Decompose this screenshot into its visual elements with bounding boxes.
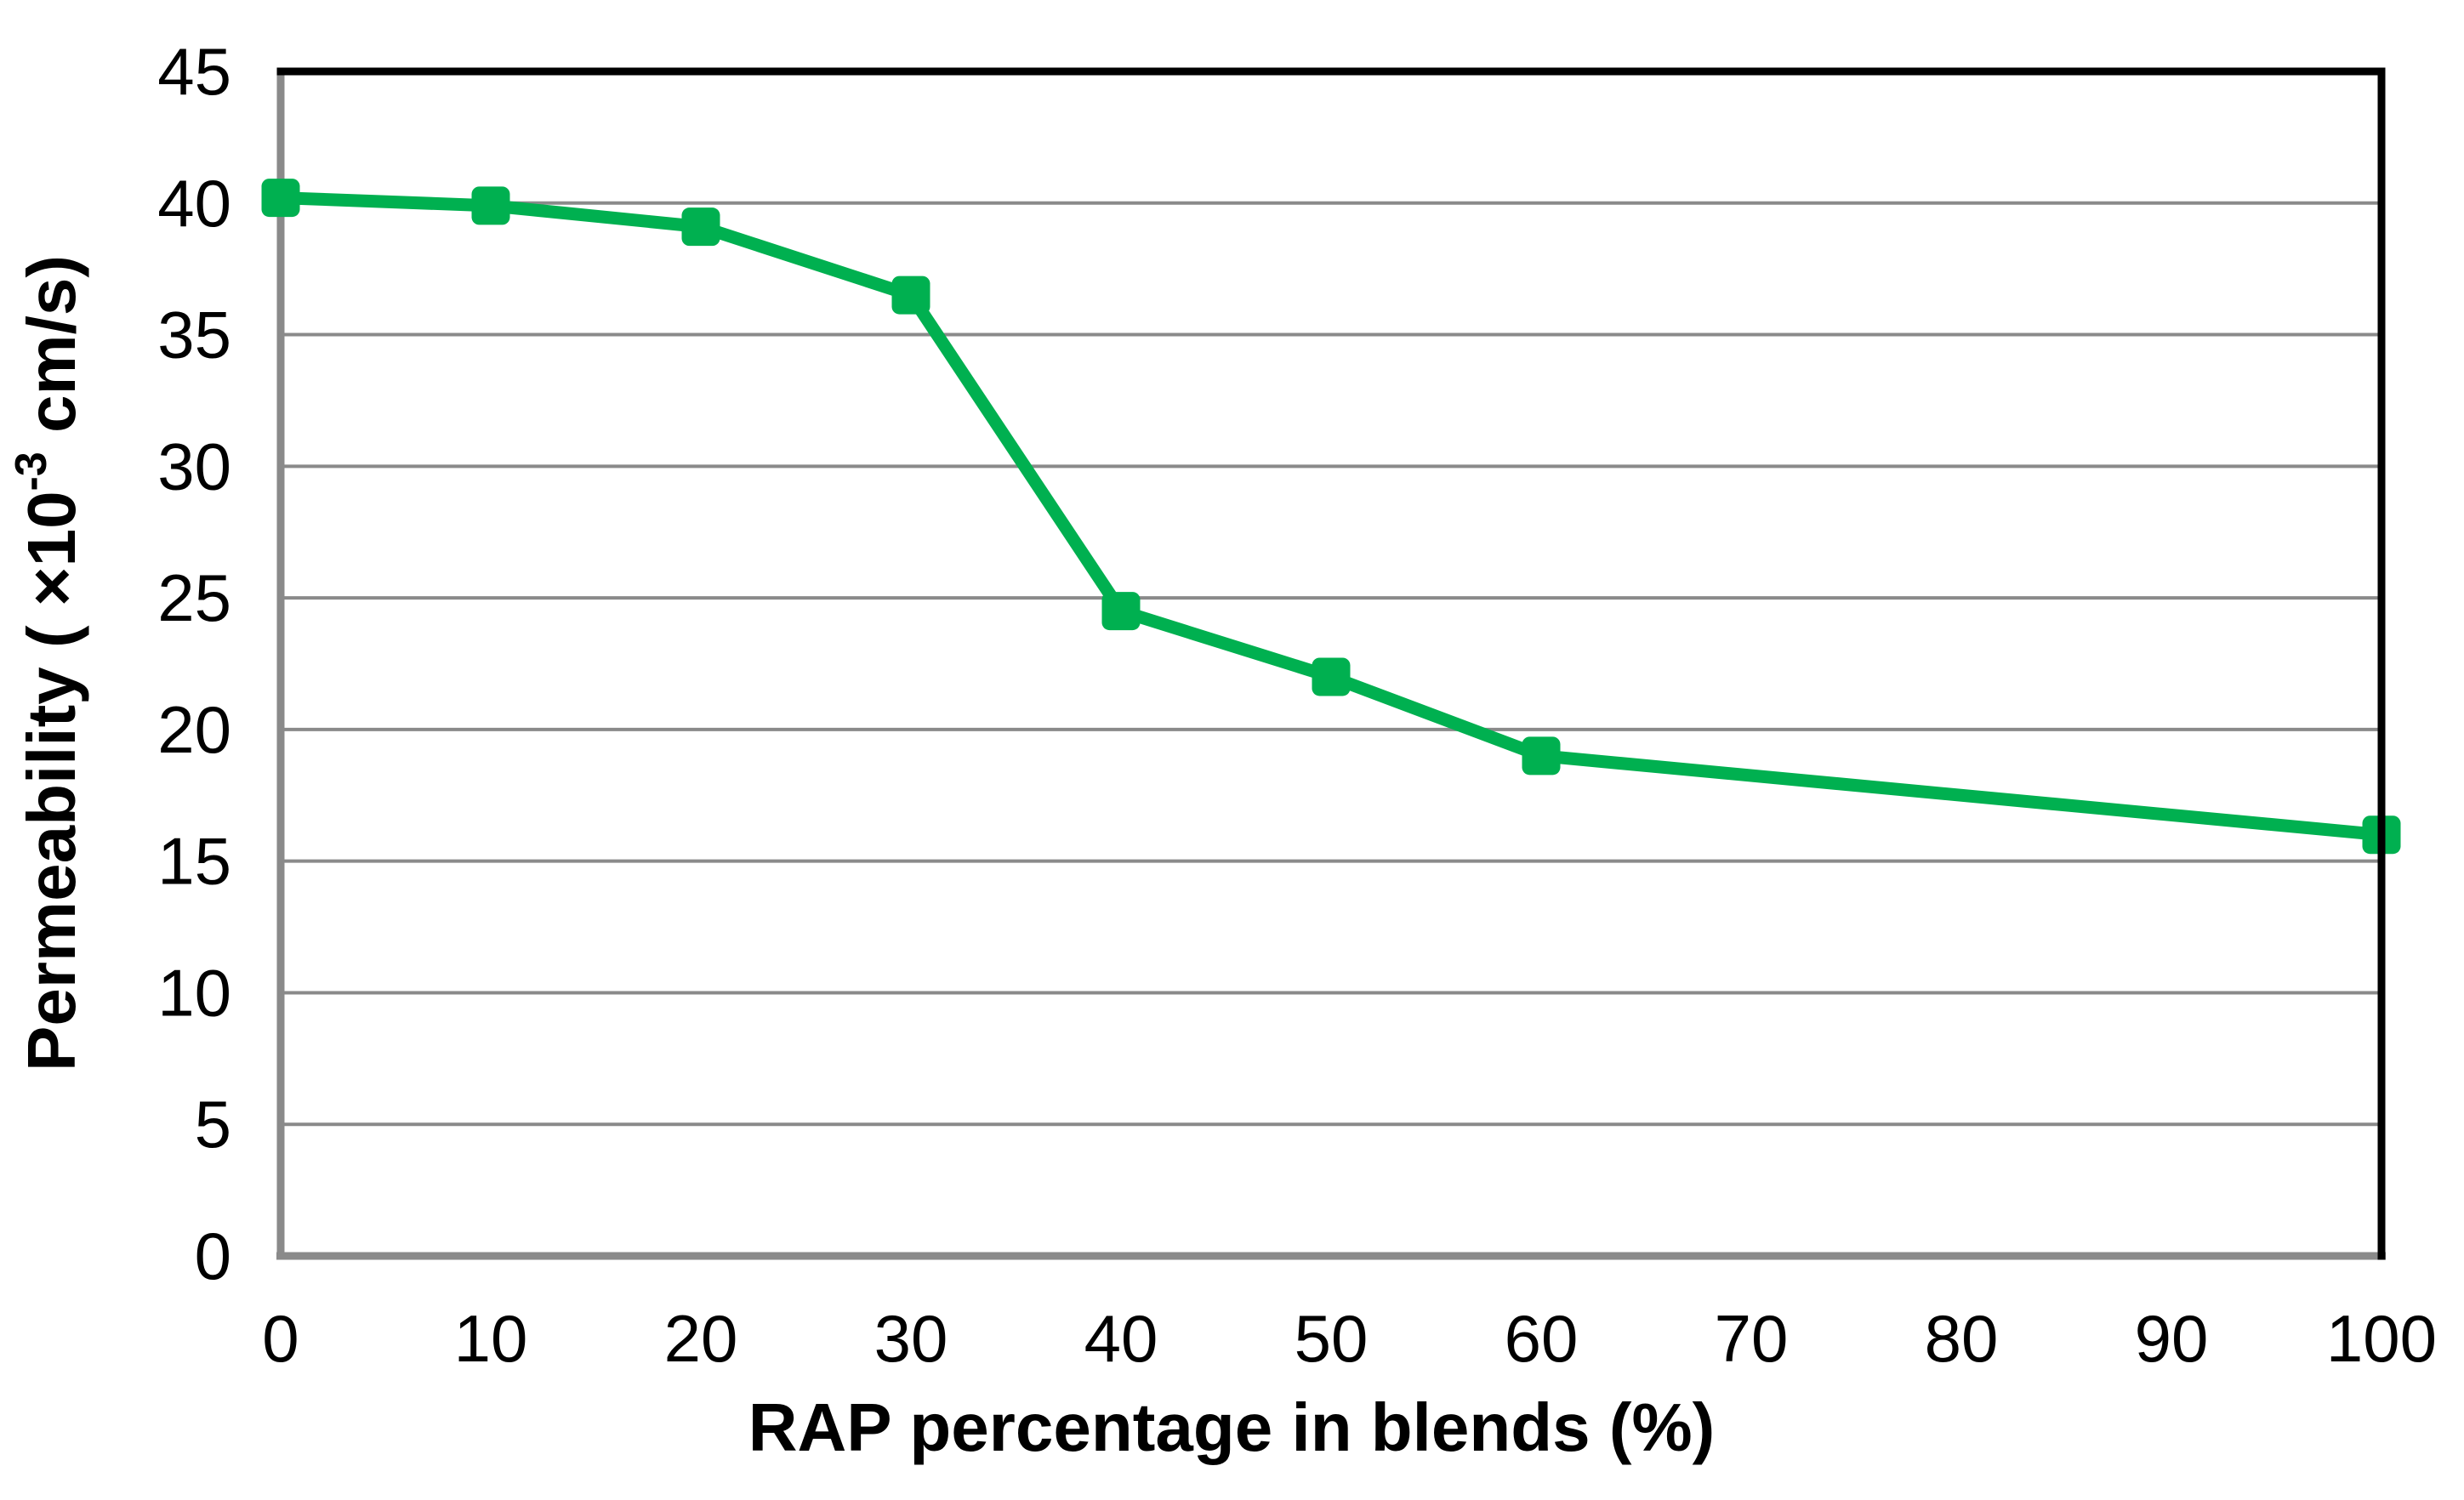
plot-borders: [276, 67, 2386, 1260]
x-axis-tick-labels: 0 10 20 30 40 50 60 70 80 90 100: [262, 1301, 2437, 1376]
x-tick-label-50: 50: [1295, 1301, 1369, 1376]
x-tick-label-0: 0: [262, 1301, 299, 1376]
data-point-10: [471, 186, 510, 225]
y-tick-label-30: 30: [157, 429, 231, 503]
x-axis-title: RAP percentage in blends (%): [748, 1389, 1716, 1465]
data-point-30: [891, 276, 930, 315]
y-tick-label-20: 20: [157, 692, 231, 767]
x-tick-label-20: 20: [664, 1301, 738, 1376]
x-tick-label-70: 70: [1715, 1301, 1789, 1376]
axis-lines: [276, 68, 2386, 1260]
x-tick-label-40: 40: [1084, 1301, 1158, 1376]
data-point-markers: [261, 179, 2401, 855]
x-tick-label-80: 80: [1925, 1301, 1999, 1376]
y-axis-title: Permeability ( ×10-3 cm/s): [7, 255, 89, 1071]
x-tick-label-60: 60: [1505, 1301, 1579, 1376]
data-point-40: [1101, 592, 1141, 631]
y-tick-label-25: 25: [157, 560, 231, 635]
data-series-permeability: [280, 191, 2382, 842]
data-point-0: [261, 179, 300, 218]
y-tick-label-45: 45: [157, 34, 231, 109]
data-point-60: [1522, 736, 1561, 776]
x-tick-label-10: 10: [454, 1301, 528, 1376]
permeability-line: [280, 191, 2382, 842]
y-tick-label-5: 5: [195, 1087, 231, 1162]
y-tick-label-0: 0: [195, 1219, 231, 1293]
data-point-20: [681, 207, 720, 247]
y-tick-label-15: 15: [157, 824, 231, 899]
y-tick-label-40: 40: [157, 166, 231, 241]
x-tick-label-90: 90: [2135, 1301, 2209, 1376]
y-axis-tick-labels: 0 5 10 15 20 25 30 35 40 45: [157, 34, 231, 1293]
horizontal-gridlines: [281, 201, 2381, 1127]
y-tick-label-10: 10: [157, 955, 231, 1030]
x-tick-label-100: 100: [2326, 1301, 2437, 1376]
data-point-50: [1312, 657, 1351, 696]
y-tick-label-35: 35: [157, 298, 231, 372]
x-tick-label-30: 30: [874, 1301, 948, 1376]
